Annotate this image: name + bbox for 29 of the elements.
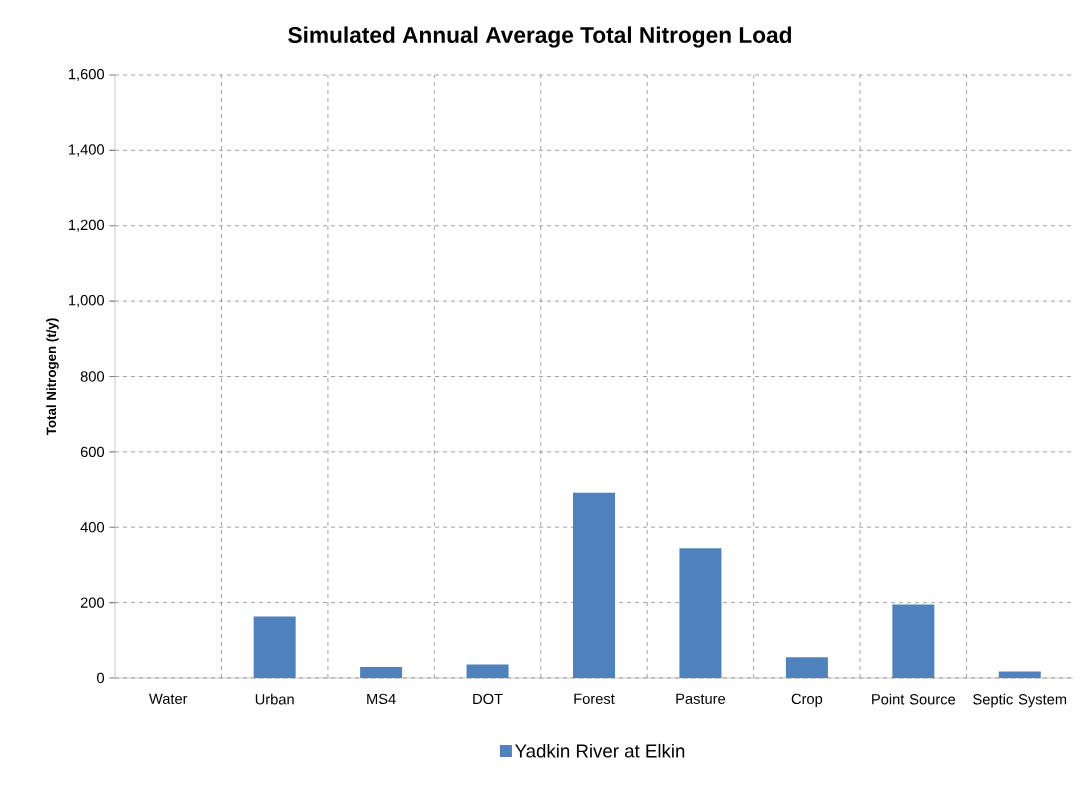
x-tick-label: DOT [473, 693, 503, 705]
x-tick-label: Urban [255, 693, 294, 705]
y-tick-label: 0 [97, 672, 105, 684]
x-tick-label: Forest [574, 693, 615, 704]
bar [466, 664, 509, 678]
y-tick-label: 200 [80, 597, 105, 608]
x-tick-label: Water [149, 693, 188, 704]
y-tick-label: 400 [80, 522, 105, 533]
y-tick-label: 1,200 [69, 219, 105, 232]
bar [892, 604, 935, 678]
y-axis-title: Total Nitrogen (t/y) [46, 318, 59, 436]
y-tick-label: 600 [80, 446, 105, 458]
bar [253, 616, 296, 678]
x-tick-label: MS4 [367, 693, 396, 705]
x-tick-label: Pasture [676, 693, 726, 704]
bar [998, 671, 1041, 678]
bar [573, 492, 615, 678]
y-tick-label: 1,400 [69, 144, 105, 157]
x-tick-label: Septic System [973, 693, 1067, 708]
x-tick-label: Crop [791, 693, 823, 707]
x-tick-label: Point Source [872, 693, 956, 705]
bar [679, 548, 722, 678]
y-tick-label: 800 [80, 371, 105, 382]
legend-label: Yadkin River at Elkin [515, 743, 685, 758]
y-tick-label: 1,600 [69, 68, 105, 82]
bar [785, 657, 828, 678]
y-tick-label: 1,000 [69, 295, 105, 308]
bar [360, 667, 403, 678]
chart-title: Simulated Annual Average Total Nitrogen Load [288, 26, 792, 48]
